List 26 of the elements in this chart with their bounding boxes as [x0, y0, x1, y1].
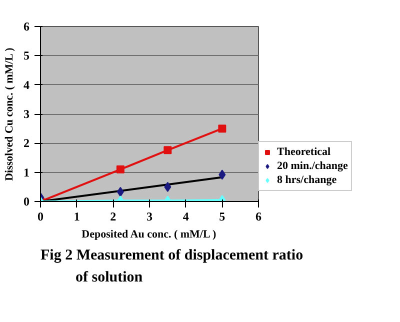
y-tick-label: 0 [24, 194, 30, 208]
legend-label: 20 min./change [277, 159, 348, 173]
y-tick-label: 5 [24, 48, 30, 63]
legend-label: Theoretical [277, 145, 331, 159]
point [116, 165, 124, 174]
x-tick-label: 6 [256, 210, 262, 224]
x-tick-label: 1 [74, 210, 80, 224]
x-tick-label: 3 [146, 210, 152, 224]
point [164, 182, 172, 192]
y-tick-label: 3 [24, 107, 30, 121]
point [164, 146, 172, 154]
x-tick-label: 4 [182, 210, 189, 224]
legend-label: 8 hrs/change [277, 173, 337, 187]
y-tick-label: 6 [24, 20, 30, 34]
point [218, 124, 226, 133]
x-axis-title: Deposited Au conc. ( mM/L ) [82, 228, 216, 240]
point [218, 170, 226, 180]
x-tick-label: 0 [38, 210, 44, 224]
y-tick-label: 1 [24, 165, 30, 180]
x-tick-label: 2 [110, 210, 116, 224]
point [116, 186, 124, 197]
text: Fig 2 Measurement of displacement ratio of solution [40, 248, 304, 286]
y-tick-label: 2 [24, 136, 30, 150]
y-tick-label: 4 [24, 78, 30, 92]
y-axis-title: Dissolved Cu conc. ( mM/L ) [4, 47, 16, 181]
x-tick-label: 5 [219, 210, 226, 224]
